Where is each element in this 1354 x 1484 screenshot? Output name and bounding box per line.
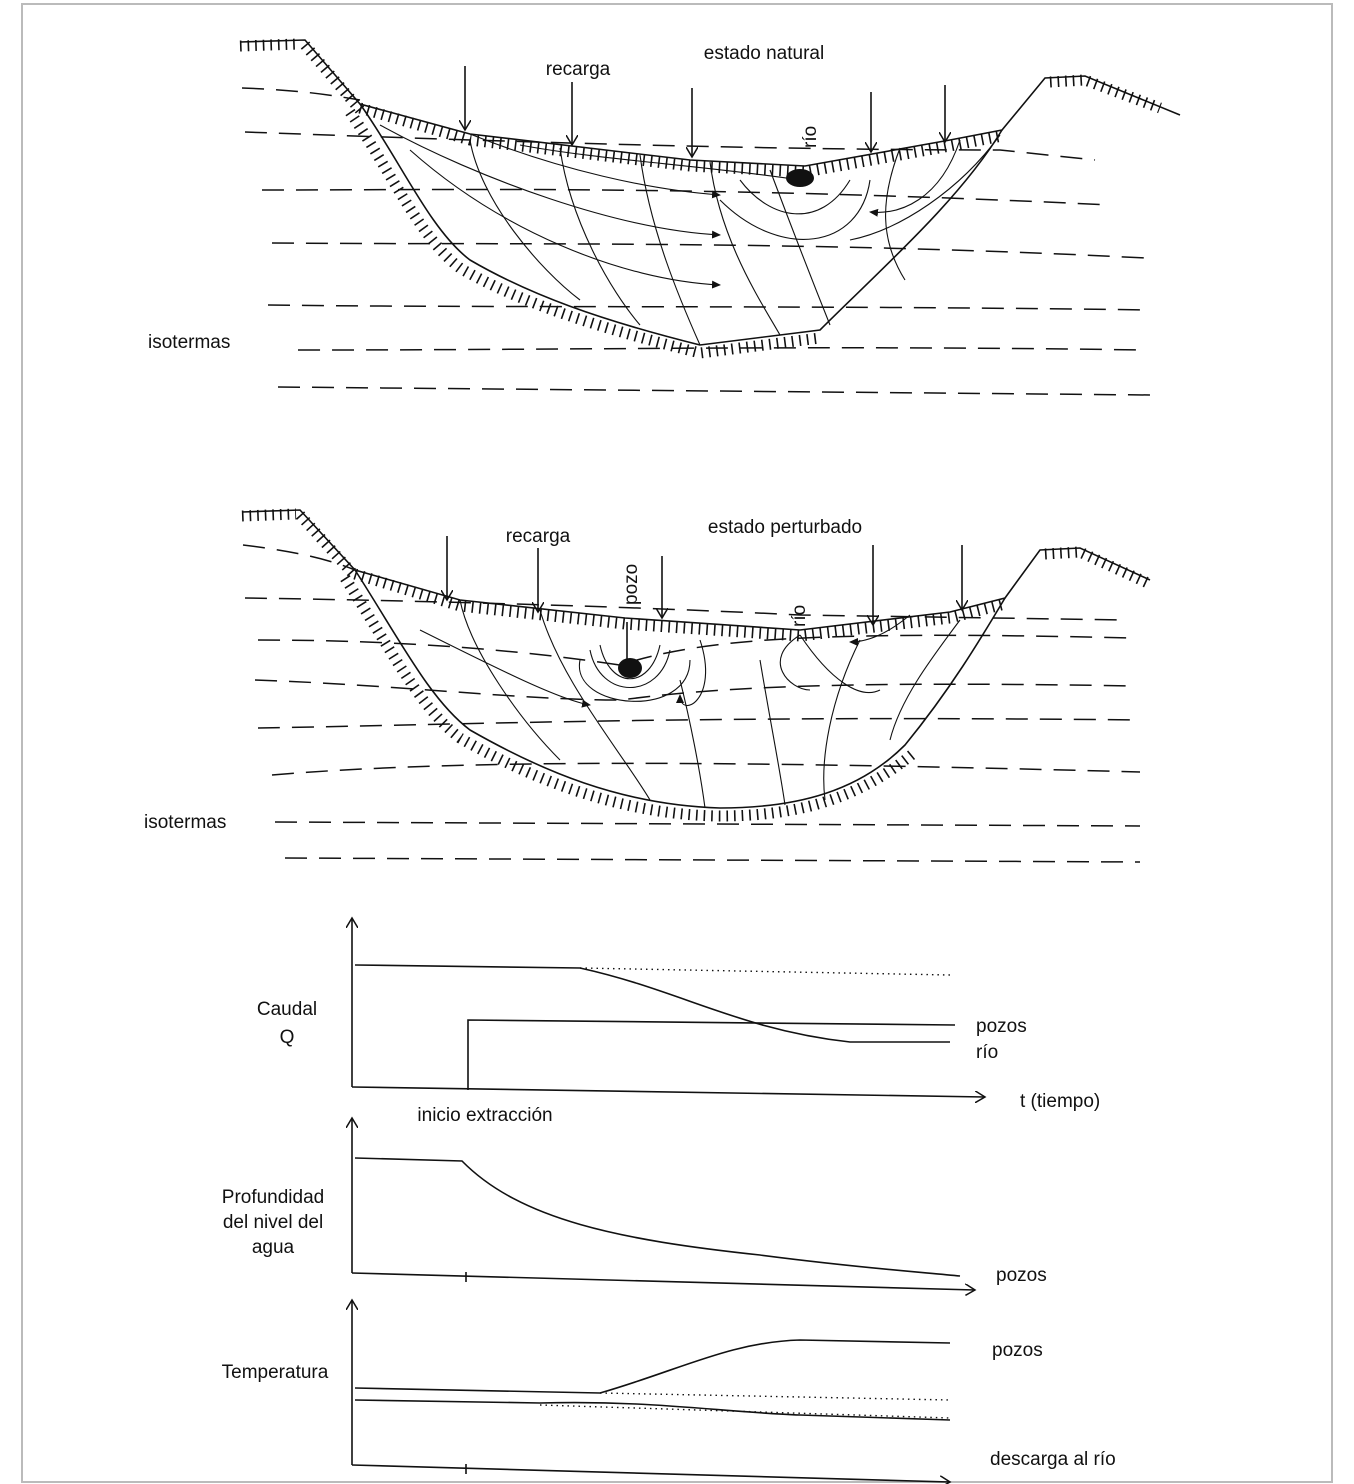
- river-label: río: [789, 605, 810, 627]
- recharge-label: recarga: [506, 526, 571, 547]
- recharge-label: recarga: [546, 59, 611, 80]
- series-label: río: [976, 1042, 998, 1063]
- section-perturbed: estado perturbado recarga pozo río isote…: [144, 510, 1150, 862]
- event-label: inicio extracción: [417, 1105, 552, 1126]
- aquifer-base: [355, 570, 1005, 808]
- river-curve: [355, 1400, 950, 1420]
- wells-curve: [468, 1020, 955, 1090]
- wells-curve: [355, 1158, 960, 1276]
- page: estado natural recarga río isotermas est…: [0, 0, 1354, 1484]
- frame: [22, 4, 1332, 1482]
- flow-net: [380, 125, 1000, 345]
- series-label: pozos: [992, 1340, 1043, 1361]
- reference-line: [600, 1393, 950, 1400]
- y-label: agua: [252, 1237, 295, 1258]
- y-label: Q: [280, 1027, 295, 1048]
- section-title: estado perturbado: [708, 517, 862, 538]
- isotherms-label: isotermas: [144, 812, 226, 833]
- recharge-arrows: [447, 536, 962, 625]
- reference-line: [580, 968, 950, 975]
- hatching: [345, 578, 915, 816]
- terrain: [242, 510, 1150, 630]
- y-label: del nivel del: [223, 1212, 323, 1233]
- isotherms-label: isotermas: [148, 332, 230, 353]
- section-title: estado natural: [704, 43, 824, 64]
- y-label: Profundidad: [222, 1187, 324, 1208]
- section-natural: estado natural recarga río isotermas: [148, 40, 1180, 395]
- recharge-arrows: [465, 66, 945, 157]
- flow-graph: Caudal Q pozos río t (tiempo) inicio ext…: [257, 918, 1100, 1126]
- series-label: descarga al río: [990, 1449, 1116, 1470]
- river-label: río: [800, 126, 821, 148]
- y-label: Temperatura: [222, 1362, 329, 1383]
- hatching: [240, 44, 1002, 172]
- series-label: pozos: [976, 1016, 1027, 1037]
- wells-curve: [355, 1340, 950, 1393]
- well-label: pozo: [621, 564, 642, 605]
- river-curve: [355, 965, 950, 1042]
- series-label: pozos: [996, 1265, 1047, 1286]
- x-label: t (tiempo): [1020, 1091, 1100, 1112]
- isotherms: [243, 545, 1140, 862]
- depth-graph: Profundidad del nivel del agua pozos: [222, 1118, 1047, 1290]
- y-label: Caudal: [257, 999, 317, 1020]
- temperature-graph: Temperatura pozos descarga al río: [222, 1300, 1116, 1482]
